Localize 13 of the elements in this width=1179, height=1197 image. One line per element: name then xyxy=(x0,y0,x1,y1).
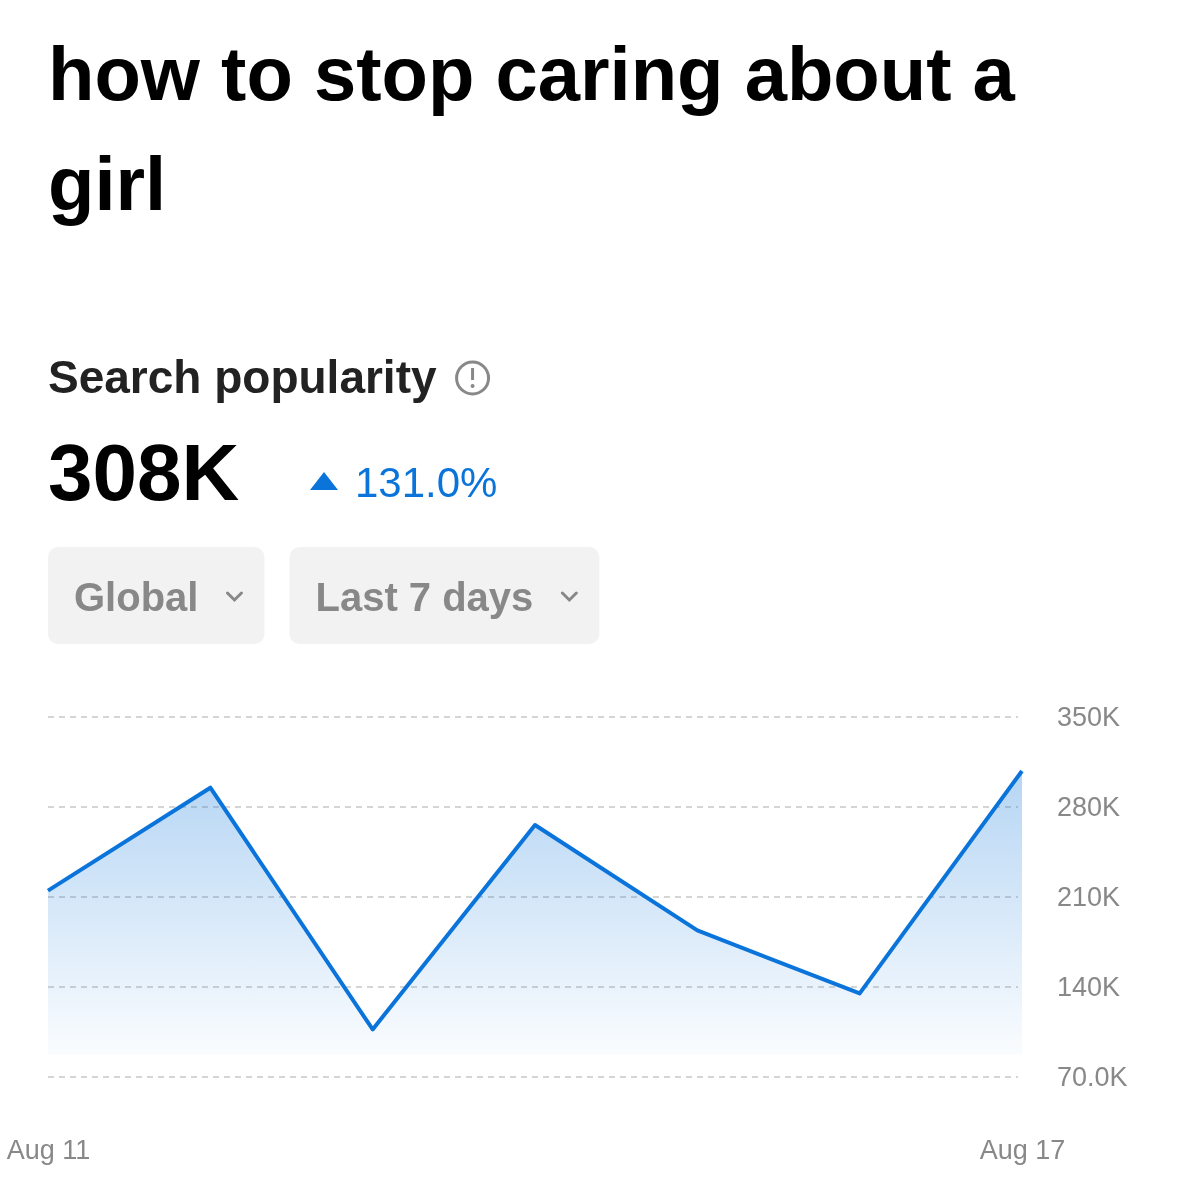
text: Global xyxy=(74,575,199,619)
chart-title: how to stop caring about a girl xyxy=(48,31,1016,226)
y-tick-label: 70.0K xyxy=(1057,1062,1128,1093)
text: 308K xyxy=(48,428,240,517)
y-tick-label: 280K xyxy=(1057,792,1121,823)
y-tick-label: 350K xyxy=(1057,702,1121,733)
y-tick-label: 210K xyxy=(1057,882,1121,913)
x-tick-label: Aug 11 xyxy=(6,1135,91,1166)
text: Last 7 days xyxy=(315,575,534,619)
x-tick-label: Aug 17 xyxy=(979,1135,1066,1166)
chart-subtitle: Search popularity xyxy=(48,351,437,403)
y-tick-label: 140K xyxy=(1057,972,1121,1003)
text: 131.0% xyxy=(355,459,498,506)
